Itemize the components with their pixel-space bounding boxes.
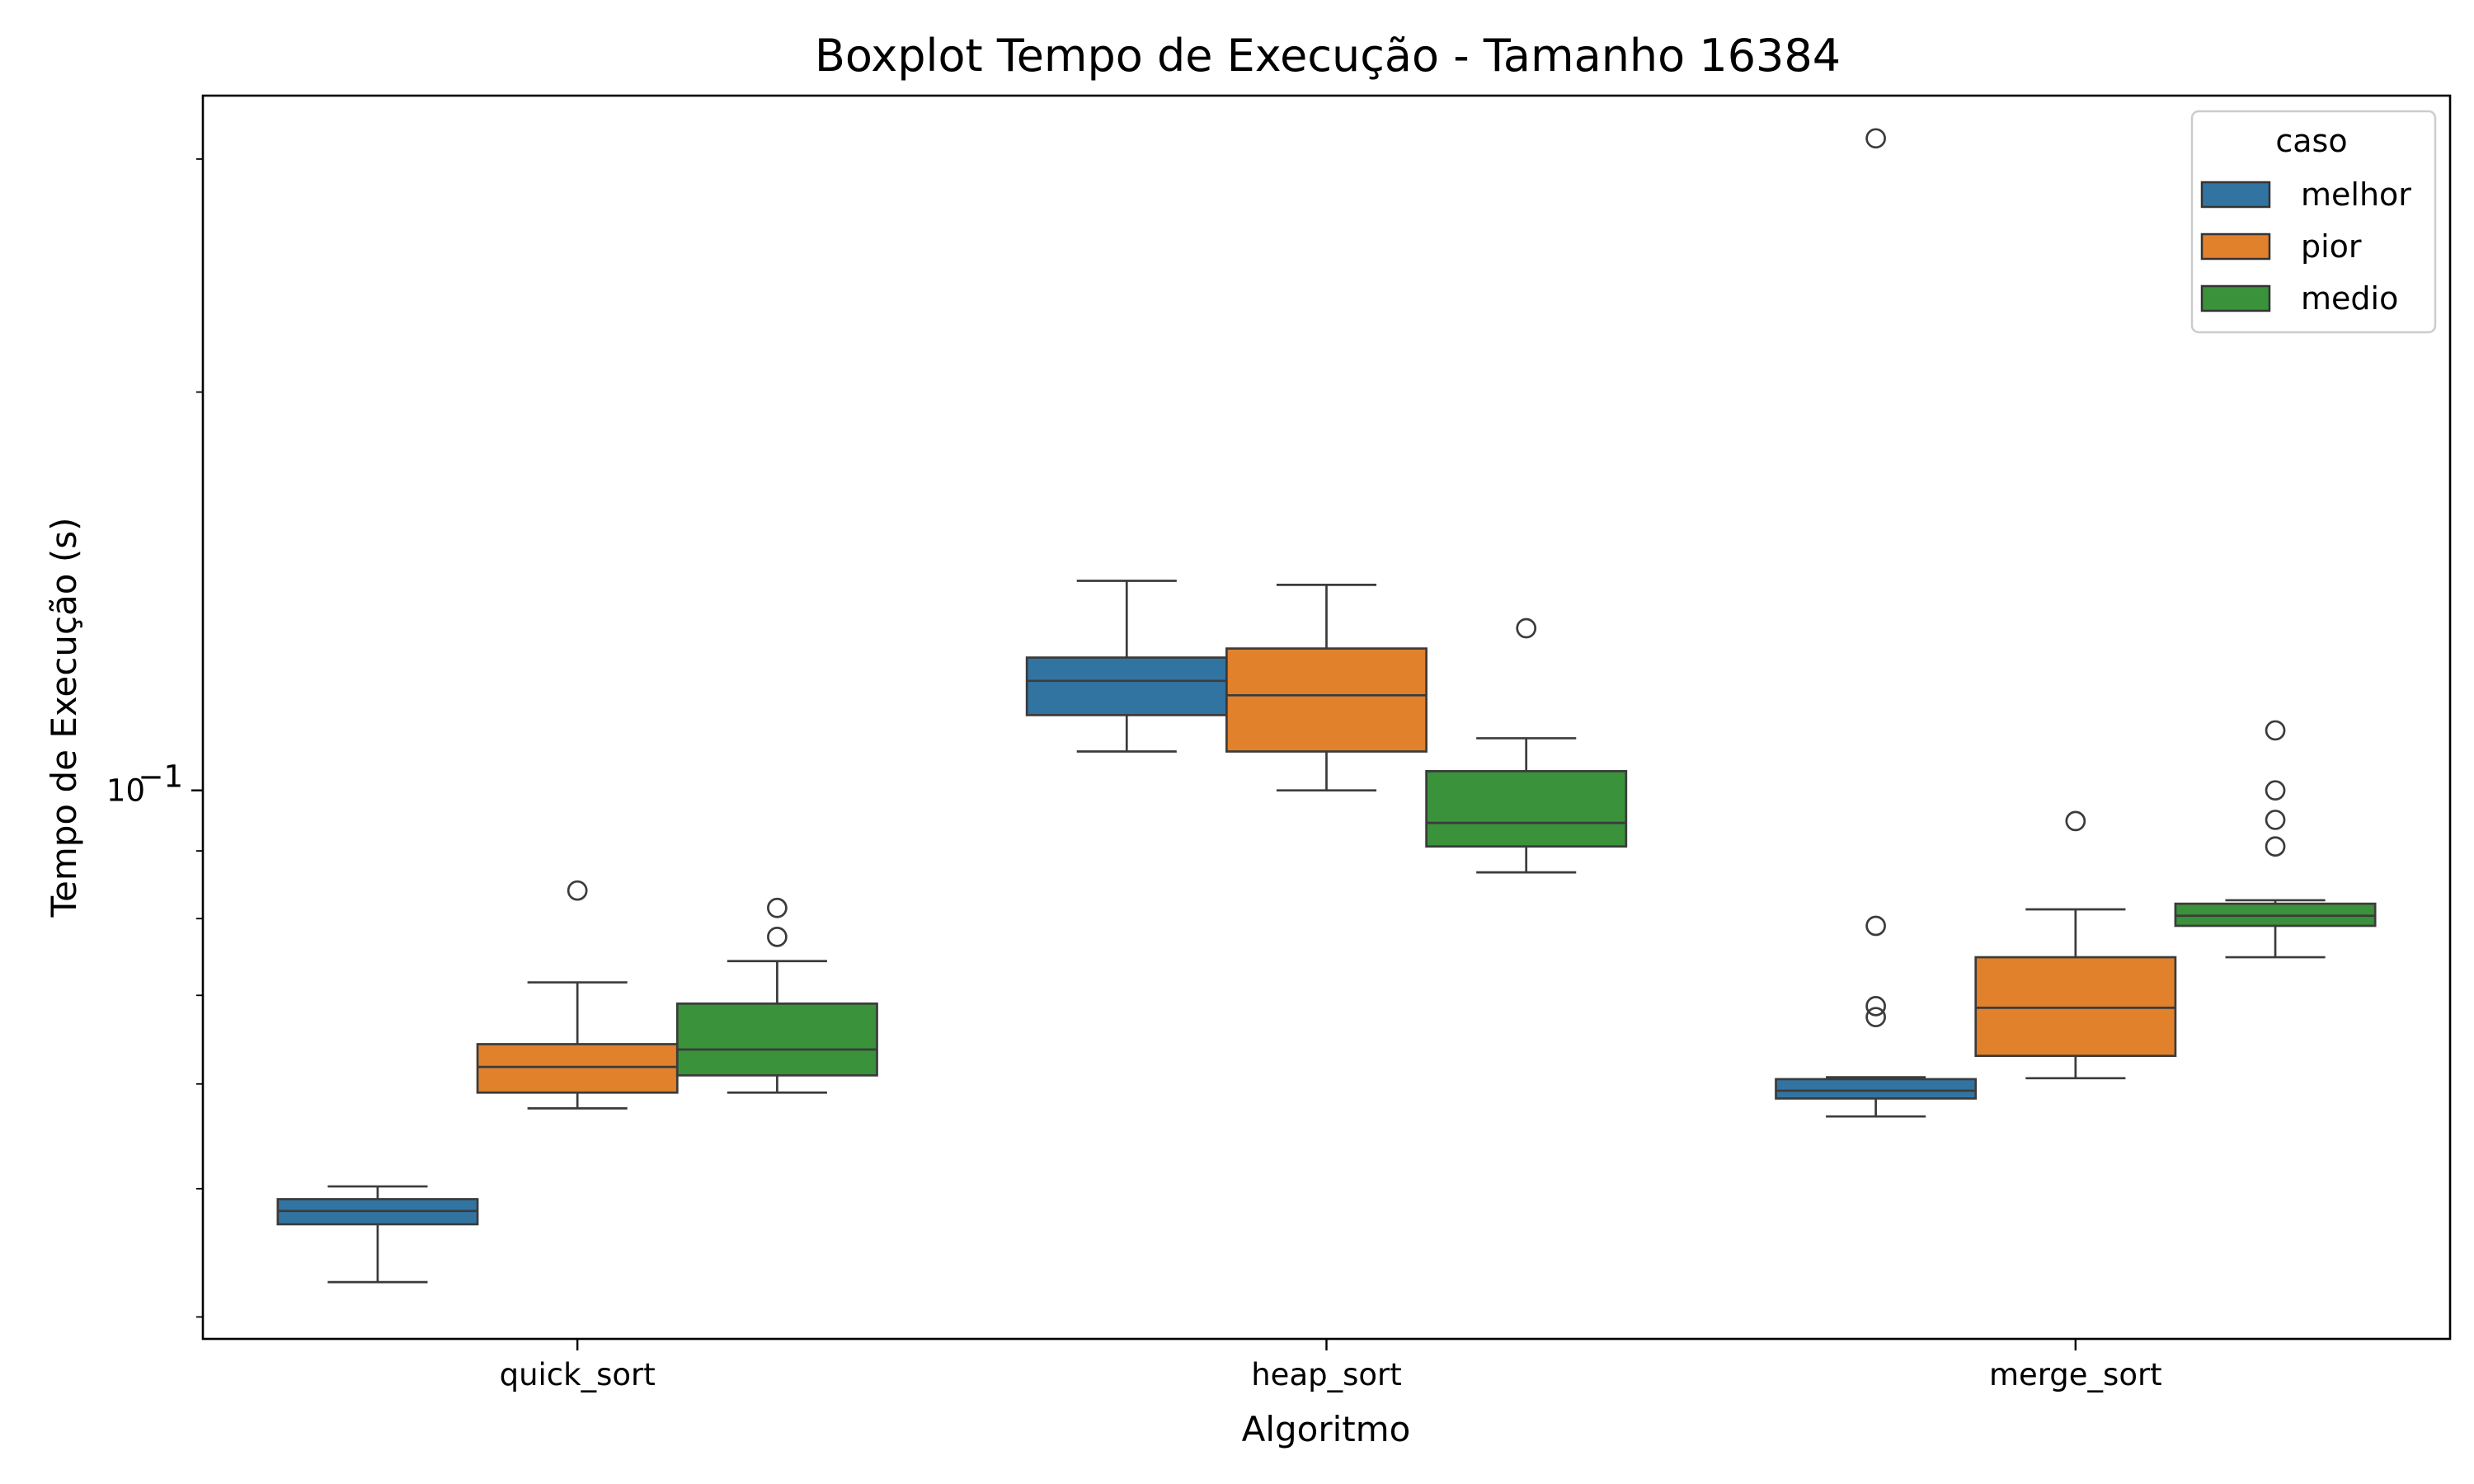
legend-label-melhor: melhor (2301, 176, 2411, 213)
box-iqr (1425, 770, 1628, 848)
x-axis-ticks: quick_sort heap_sort merge_sort (500, 1339, 2162, 1392)
legend-swatch-pior (2200, 232, 2271, 261)
box-iqr (1974, 956, 2177, 1058)
outlier-point (2265, 780, 2286, 801)
chart-title: Boxplot Tempo de Execução - Tamanho 1638… (815, 30, 1841, 82)
box-iqr (1775, 1078, 1978, 1100)
box-medio-merge_sort (2174, 720, 2377, 959)
outlier-point (767, 926, 788, 947)
legend-title: caso (2275, 123, 2347, 159)
y-axis-label: Tempo de Execução (s) (44, 517, 84, 918)
x-axis-label: Algoritmo (1242, 1409, 1411, 1449)
box-pior-merge_sort (1974, 810, 2177, 1080)
outlier-point (2065, 810, 2086, 832)
legend-frame (2190, 110, 2437, 334)
outlier-point (1865, 1007, 1886, 1028)
box-medio-quick_sort (675, 897, 878, 1094)
x-tick-label: merge_sort (1989, 1357, 2162, 1392)
outlier-point (1516, 618, 1537, 639)
box-iqr (675, 1002, 878, 1077)
legend-swatch-medio (2200, 284, 2271, 312)
outlier-point (1865, 915, 1886, 937)
box-iqr (476, 1043, 679, 1094)
legend: caso melhor pior medio (2190, 110, 2437, 334)
plot-area (276, 128, 2377, 1284)
box-medio-heap_sort (1425, 618, 1628, 874)
box-iqr (1025, 656, 1228, 716)
outlier-point (567, 880, 588, 901)
box-melhor-merge_sort (1775, 128, 1978, 1118)
legend-label-pior: pior (2301, 228, 2362, 265)
y-tick-label-exponent: −1 (138, 759, 183, 795)
outlier-point (2265, 720, 2286, 741)
y-tick-label: 10 (106, 773, 145, 809)
x-tick-label: quick_sort (500, 1357, 656, 1392)
outlier-point (767, 897, 788, 918)
x-tick-label: heap_sort (1251, 1357, 1402, 1392)
legend-label-medio: medio (2301, 280, 2398, 317)
outlier-point (2265, 836, 2286, 857)
outlier-point (1865, 128, 1886, 149)
box-melhor-quick_sort (276, 1185, 479, 1284)
box-melhor-heap_sort (1025, 580, 1228, 753)
box-pior-heap_sort (1225, 584, 1427, 792)
y-axis-ticks: 10−1 (106, 158, 203, 1318)
legend-swatch-melhor (2200, 181, 2271, 209)
box-pior-quick_sort (476, 880, 679, 1110)
outlier-point (1865, 996, 1886, 1017)
box-iqr (1225, 647, 1427, 753)
outlier-point (2265, 810, 2286, 830)
